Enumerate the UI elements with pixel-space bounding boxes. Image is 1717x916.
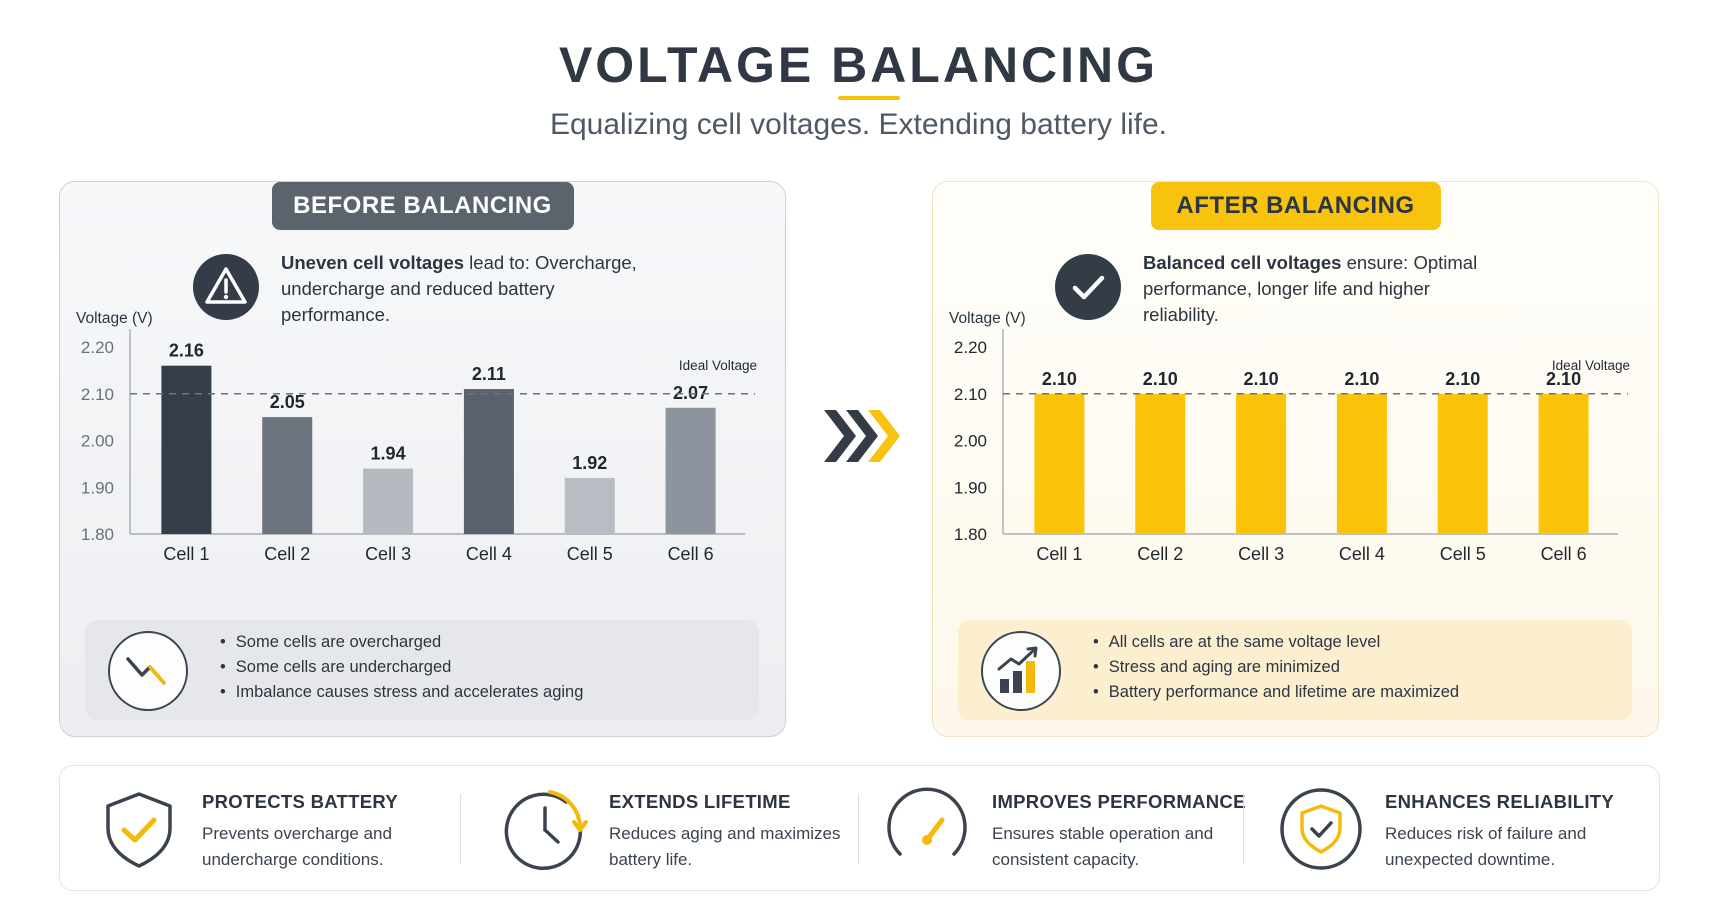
before-status-bold: Uneven cell voltages [281,252,465,273]
x-tick-label: Cell 4 [466,544,512,564]
bar-value-label: 1.94 [371,444,406,464]
feature-description: Ensures stable operation and consistent … [992,824,1214,869]
list-item: Some cells are overcharged [220,630,583,655]
shield-check-icon [96,786,182,872]
bar [1135,393,1186,534]
y-tick-label: 1.80 [954,525,987,544]
bar-value-label: 2.07 [673,383,708,403]
gauge-icon [884,786,970,872]
before-balancing-panel: Voltage (V) 1.80 1.90 2.00 2.10 2.20 2.16 Cell … [59,181,786,737]
bar [262,417,313,534]
y-tick-label: 2.10 [81,385,114,404]
after-badge: AFTER BALANCING [1150,182,1441,230]
after-summary-list: All cells are at the same voltage level … [1093,630,1459,705]
clock-refresh-icon [502,786,588,872]
bar [1336,393,1387,534]
y-tick-label: 1.90 [81,478,114,497]
x-tick-label: Cell 6 [668,544,714,564]
list-item: Battery performance and lifetime are max… [1093,680,1459,705]
x-tick-label: Cell 3 [1238,544,1284,564]
list-item: All cells are at the same voltage level [1093,630,1459,655]
list-item: Some cells are undercharged [220,655,583,680]
bar [1034,393,1085,534]
feature-title: ENHANCES RELIABILITY [1385,791,1615,812]
x-tick-label: Cell 2 [264,544,310,564]
x-tick-label: Cell 1 [163,544,209,564]
bar-value-label: 2.10 [1546,369,1581,389]
bar-value-label: 2.10 [1244,369,1279,389]
x-tick-label: Cell 4 [1339,544,1385,564]
bar [1437,393,1488,534]
warning-triangle-icon [193,254,259,320]
list-item: Imbalance causes stress and accelerates … [220,680,584,705]
feature-description: Reduces risk of failure and unexpected d… [1385,824,1587,869]
y-tick-label: 2.20 [954,338,987,357]
divider [858,794,859,864]
before-badge: BEFORE BALANCING [271,182,574,230]
bar [363,468,414,534]
y-tick-label: 2.00 [954,432,987,451]
before-status-rest: lead to: Overcharge, undercharge and red… [281,252,637,325]
before-status-text: Uneven cell voltages lead to: Overcharge… [281,250,641,328]
bar-value-label: 1.92 [572,453,607,473]
feature-description: Prevents overcharge and undercharge cond… [202,824,392,869]
y-axis-label: Voltage (V) [949,310,1026,327]
page-subtitle: Equalizing cell voltages. Extending batt… [549,108,1168,141]
divider [460,794,461,864]
before-chart: Voltage (V) 1.80 1.90 2.00 2.10 2.20 2.16 Cell … [76,310,757,564]
bar [1538,393,1589,534]
x-tick-label: Cell 2 [1137,544,1183,564]
y-tick-label: 2.20 [81,338,114,357]
title-underline [838,96,900,100]
benefits-strip: PROTECTS BATTERY Prevents overcharge and… [59,765,1660,891]
before-summary-list: Some cells are overcharged Some cells ar… [220,630,584,705]
after-status-rest: ensure: Optimal performance, longer life… [1143,252,1478,325]
bar [463,389,514,534]
feature-title: IMPROVES PERFORMANCE [992,791,1246,812]
bar-value-label: 2.16 [169,341,204,361]
ideal-voltage-label: Ideal Voltage [1552,358,1630,373]
bar [665,407,716,534]
bar [1236,393,1287,534]
bar-value-label: 2.10 [1143,369,1178,389]
bar-value-label: 2.10 [1344,369,1379,389]
bar [564,477,615,534]
list-item: Stress and aging are minimized [1093,655,1459,680]
y-tick-label: 2.10 [954,385,987,404]
x-tick-label: Cell 5 [567,544,613,564]
bar-value-label: 2.10 [1445,369,1480,389]
after-status-bold: Balanced cell voltages [1143,252,1342,273]
check-circle-icon [1055,254,1121,320]
y-tick-label: 2.00 [81,432,114,451]
ideal-voltage-label: Ideal Voltage [679,358,757,373]
after-summary: All cells are at the same voltage level … [958,620,1632,720]
y-axis-label: Voltage (V) [76,310,153,327]
feature-title: PROTECTS BATTERY [202,791,398,812]
divider [1243,794,1244,864]
page-title: VOLTAGE BALANCING [558,37,1159,93]
bar-value-label: 2.10 [1042,369,1077,389]
declining-trend-icon [108,631,188,711]
y-tick-label: 1.80 [81,525,114,544]
feature-title: EXTENDS LIFETIME [609,791,791,812]
bar-value-label: 2.05 [270,392,305,412]
bar-value-label: 2.11 [472,364,506,384]
feature-description: Reduces aging and maximizes battery life… [609,824,841,869]
x-tick-label: Cell 1 [1036,544,1082,564]
after-balancing-panel: Voltage (V) 1.80 1.90 2.00 2.10 2.20 2.10 Cell … [932,181,1659,737]
bar [161,365,212,534]
x-tick-label: Cell 6 [1541,544,1587,564]
rising-bars-icon [981,631,1061,711]
y-tick-label: 1.90 [954,478,987,497]
after-status-text: Balanced cell voltages ensure: Optimal p… [1143,250,1503,328]
x-tick-label: Cell 5 [1440,544,1486,564]
x-tick-label: Cell 3 [365,544,411,564]
after-chart: Voltage (V) 1.80 1.90 2.00 2.10 2.20 2.10 Cell … [949,310,1630,564]
shield-badge-icon [1278,786,1364,872]
before-summary: Some cells are overcharged Some cells ar… [85,620,759,720]
chevrons-right-icon [818,406,902,471]
